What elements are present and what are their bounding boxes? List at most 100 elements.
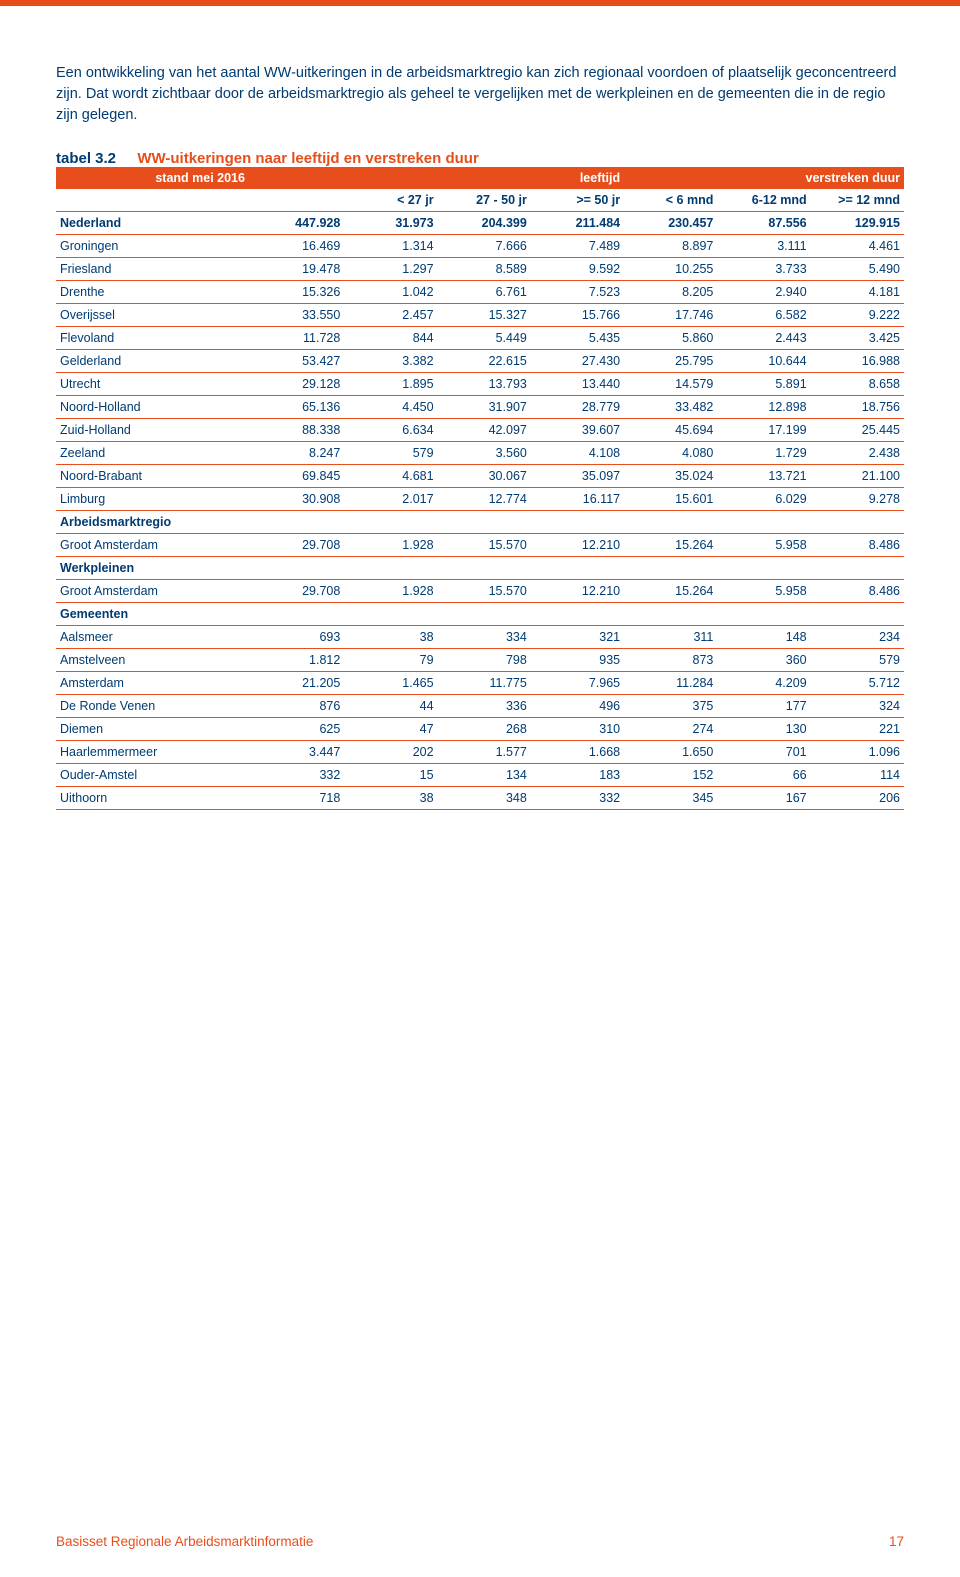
table-row: Groningen16.4691.3147.6667.4898.8973.111… bbox=[56, 234, 904, 257]
cell: 336 bbox=[438, 694, 531, 717]
cell: 16.469 bbox=[243, 234, 345, 257]
cell: 935 bbox=[531, 648, 624, 671]
cell: 28.779 bbox=[531, 395, 624, 418]
band-right: verstreken duur bbox=[624, 167, 904, 189]
cell: 16.988 bbox=[811, 349, 904, 372]
cell: 206 bbox=[811, 786, 904, 809]
cell: 5.958 bbox=[717, 579, 810, 602]
cell: 3.447 bbox=[243, 740, 345, 763]
cell: 9.278 bbox=[811, 487, 904, 510]
row-label: Overijssel bbox=[56, 303, 243, 326]
cell: 4.450 bbox=[344, 395, 437, 418]
cell: 8.486 bbox=[811, 579, 904, 602]
cell: 87.556 bbox=[717, 211, 810, 234]
cell: 45.694 bbox=[624, 418, 717, 441]
cell: 1.042 bbox=[344, 280, 437, 303]
cell: 6.029 bbox=[717, 487, 810, 510]
cell: 17.746 bbox=[624, 303, 717, 326]
cell: 8.589 bbox=[438, 257, 531, 280]
cell: 12.898 bbox=[717, 395, 810, 418]
cell: 211.484 bbox=[531, 211, 624, 234]
cell: 69.845 bbox=[243, 464, 345, 487]
row-label: Nederland bbox=[56, 211, 243, 234]
cell: 15.327 bbox=[438, 303, 531, 326]
cell: 134 bbox=[438, 763, 531, 786]
cell: 2.017 bbox=[344, 487, 437, 510]
cell: 29.128 bbox=[243, 372, 345, 395]
row-label: Zuid-Holland bbox=[56, 418, 243, 441]
cell: 8.486 bbox=[811, 533, 904, 556]
cell: 360 bbox=[717, 648, 810, 671]
cell: 345 bbox=[624, 786, 717, 809]
cell: 7.489 bbox=[531, 234, 624, 257]
cell: 1.465 bbox=[344, 671, 437, 694]
row-label: Groningen bbox=[56, 234, 243, 257]
table-row: Drenthe15.3261.0426.7617.5238.2052.9404.… bbox=[56, 280, 904, 303]
cell: 1.297 bbox=[344, 257, 437, 280]
cell: 4.461 bbox=[811, 234, 904, 257]
table-row: Zeeland8.2475793.5604.1084.0801.7292.438 bbox=[56, 441, 904, 464]
cell: 5.860 bbox=[624, 326, 717, 349]
table-row: Amsterdam21.2051.46511.7757.96511.2844.2… bbox=[56, 671, 904, 694]
cell: 66 bbox=[717, 763, 810, 786]
cell: 1.668 bbox=[531, 740, 624, 763]
cell: 1.729 bbox=[717, 441, 810, 464]
cell: 31.973 bbox=[344, 211, 437, 234]
cell: 129.915 bbox=[811, 211, 904, 234]
cell: 44 bbox=[344, 694, 437, 717]
cell: 2.940 bbox=[717, 280, 810, 303]
cell: 14.579 bbox=[624, 372, 717, 395]
cell: 53.427 bbox=[243, 349, 345, 372]
cell: 9.592 bbox=[531, 257, 624, 280]
cell: 496 bbox=[531, 694, 624, 717]
cell: 4.681 bbox=[344, 464, 437, 487]
band-left: stand mei 2016 bbox=[56, 167, 344, 189]
table-row: Overijssel33.5502.45715.32715.76617.7466… bbox=[56, 303, 904, 326]
cell: 15.570 bbox=[438, 579, 531, 602]
cell: 11.728 bbox=[243, 326, 345, 349]
cell: 204.399 bbox=[438, 211, 531, 234]
cell: 2.438 bbox=[811, 441, 904, 464]
cell: 873 bbox=[624, 648, 717, 671]
cell: 3.382 bbox=[344, 349, 437, 372]
cell: 12.210 bbox=[531, 533, 624, 556]
cell: 718 bbox=[243, 786, 345, 809]
cell: 324 bbox=[811, 694, 904, 717]
cell: 29.708 bbox=[243, 579, 345, 602]
cell: 27.430 bbox=[531, 349, 624, 372]
row-label: Amstelveen bbox=[56, 648, 243, 671]
cell: 15.570 bbox=[438, 533, 531, 556]
cell: 167 bbox=[717, 786, 810, 809]
row-label: Flevoland bbox=[56, 326, 243, 349]
cell: 3.560 bbox=[438, 441, 531, 464]
cell: 230.457 bbox=[624, 211, 717, 234]
cell: 375 bbox=[624, 694, 717, 717]
row-label: Zeeland bbox=[56, 441, 243, 464]
row-label: Amsterdam bbox=[56, 671, 243, 694]
cell: 5.435 bbox=[531, 326, 624, 349]
row-label: Noord-Brabant bbox=[56, 464, 243, 487]
cell: 65.136 bbox=[243, 395, 345, 418]
cell: 701 bbox=[717, 740, 810, 763]
table-row: De Ronde Venen87644336496375177324 bbox=[56, 694, 904, 717]
footer-title: Basisset Regionale Arbeidsmarktinformati… bbox=[56, 1534, 313, 1549]
cell: 334 bbox=[438, 625, 531, 648]
cell: 1.577 bbox=[438, 740, 531, 763]
cell: 33.550 bbox=[243, 303, 345, 326]
table-row: Aalsmeer69338334321311148234 bbox=[56, 625, 904, 648]
cell: 177 bbox=[717, 694, 810, 717]
section-header: Arbeidsmarktregio bbox=[56, 510, 904, 533]
row-label: Diemen bbox=[56, 717, 243, 740]
table-row: Noord-Holland65.1364.45031.90728.77933.4… bbox=[56, 395, 904, 418]
cell: 21.205 bbox=[243, 671, 345, 694]
cell: 7.965 bbox=[531, 671, 624, 694]
cell: 35.097 bbox=[531, 464, 624, 487]
cell: 5.712 bbox=[811, 671, 904, 694]
row-label: Groot Amsterdam bbox=[56, 579, 243, 602]
cell: 7.666 bbox=[438, 234, 531, 257]
cell: 234 bbox=[811, 625, 904, 648]
section-header: Gemeenten bbox=[56, 602, 904, 625]
table-row: Amstelveen1.81279798935873360579 bbox=[56, 648, 904, 671]
cell: 1.096 bbox=[811, 740, 904, 763]
cell: 4.080 bbox=[624, 441, 717, 464]
